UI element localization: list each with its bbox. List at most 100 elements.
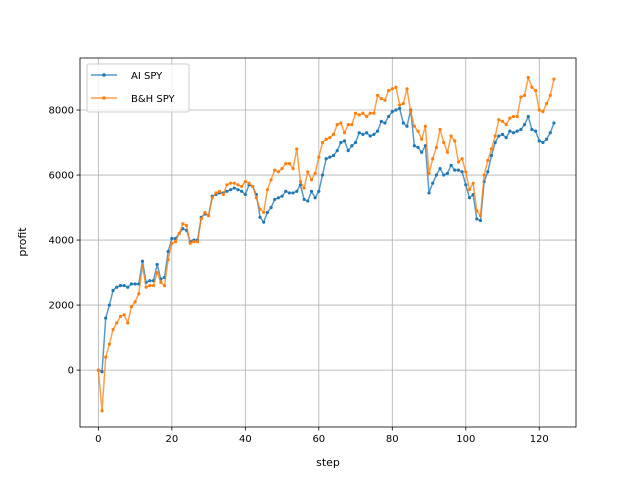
data-point-b-h-spy — [478, 214, 483, 218]
data-point-ai-spy — [383, 121, 387, 125]
data-point-b-h-spy — [199, 217, 203, 221]
data-point-b-h-spy — [309, 178, 314, 182]
data-point-ai-spy — [526, 114, 530, 119]
data-point-b-h-spy — [240, 184, 244, 189]
data-point-b-h-spy — [295, 147, 299, 151]
data-point-ai-spy — [295, 189, 299, 193]
data-point-b-h-spy — [445, 150, 450, 154]
data-point-b-h-spy — [401, 101, 405, 106]
data-point-ai-spy — [126, 285, 130, 289]
data-point-b-h-spy — [511, 114, 516, 119]
data-point-b-h-spy — [115, 321, 119, 325]
data-point-b-h-spy — [133, 300, 137, 304]
data-point-ai-spy — [368, 134, 372, 138]
data-point-ai-spy — [548, 131, 552, 135]
data-point-ai-spy — [445, 171, 450, 176]
x-tick-label: 60 — [312, 434, 325, 445]
data-point-b-h-spy — [394, 85, 398, 89]
data-point-b-h-spy — [486, 158, 490, 163]
data-point-b-h-spy — [210, 196, 214, 200]
data-point-b-h-spy — [302, 186, 306, 190]
data-point-ai-spy — [453, 168, 457, 172]
series-layer — [96, 75, 556, 413]
data-point-ai-spy — [460, 170, 464, 174]
data-point-b-h-spy — [519, 95, 523, 99]
data-point-b-h-spy — [548, 93, 552, 97]
data-point-b-h-spy — [434, 145, 438, 150]
data-point-b-h-spy — [306, 170, 310, 174]
data-point-b-h-spy — [247, 181, 251, 185]
data-point-ai-spy — [537, 139, 541, 143]
data-point-b-h-spy — [471, 181, 475, 185]
axis-ticks: 0 20 40 60 80 100 120 0 2000 4000 6000 8000 — [49, 106, 549, 445]
data-point-ai-spy — [229, 188, 233, 192]
data-point-ai-spy — [324, 157, 328, 161]
data-point-ai-spy — [122, 283, 126, 288]
data-point-b-h-spy — [262, 210, 266, 215]
data-point-ai-spy — [353, 140, 358, 145]
data-point-b-h-spy — [412, 124, 416, 128]
data-point-b-h-spy — [449, 134, 453, 138]
data-point-ai-spy — [478, 218, 483, 223]
data-point-ai-spy — [464, 183, 468, 187]
data-point-ai-spy — [350, 144, 354, 148]
data-point-ai-spy — [115, 285, 119, 289]
data-point-b-h-spy — [214, 191, 218, 195]
data-point-ai-spy — [467, 196, 472, 200]
data-point-b-h-spy — [442, 140, 446, 145]
data-point-b-h-spy — [464, 170, 468, 174]
data-point-ai-spy — [258, 215, 262, 219]
y-tick-label: 2000 — [49, 301, 74, 312]
data-point-ai-spy — [519, 127, 523, 132]
data-point-b-h-spy — [438, 127, 442, 132]
data-point-b-h-spy — [361, 111, 365, 115]
data-point-ai-spy — [291, 191, 295, 195]
data-point-b-h-spy — [126, 321, 130, 325]
data-point-b-h-spy — [148, 283, 152, 288]
data-point-b-h-spy — [453, 139, 457, 143]
data-point-ai-spy — [170, 236, 174, 241]
data-point-b-h-spy — [328, 136, 332, 140]
data-point-b-h-spy — [229, 181, 233, 185]
data-point-b-h-spy — [218, 189, 222, 193]
data-point-b-h-spy — [390, 87, 394, 91]
data-point-b-h-spy — [504, 123, 508, 127]
data-point-ai-spy — [100, 370, 104, 374]
data-point-ai-spy — [372, 132, 376, 136]
data-point-b-h-spy — [225, 183, 229, 187]
data-point-ai-spy — [155, 262, 159, 267]
data-point-b-h-spy — [416, 129, 420, 133]
data-point-ai-spy — [306, 199, 310, 203]
data-point-b-h-spy — [317, 155, 321, 159]
data-point-b-h-spy — [107, 342, 111, 346]
data-point-ai-spy — [412, 144, 416, 148]
data-point-b-h-spy — [159, 280, 163, 284]
data-point-ai-spy — [309, 189, 314, 193]
legend: AI SPY B&H SPY — [86, 63, 190, 113]
data-point-b-h-spy — [409, 110, 413, 114]
data-point-b-h-spy — [243, 179, 247, 184]
data-point-ai-spy — [232, 186, 236, 190]
legend-entry-ai-spy: AI SPY — [91, 71, 163, 82]
data-point-ai-spy — [486, 170, 490, 174]
data-point-b-h-spy — [353, 111, 358, 115]
data-point-b-h-spy — [493, 134, 497, 138]
data-point-b-h-spy — [500, 119, 505, 123]
y-tick-label: 4000 — [49, 236, 74, 247]
data-point-b-h-spy — [526, 75, 530, 80]
data-point-ai-spy — [394, 108, 398, 112]
data-point-b-h-spy — [206, 214, 211, 218]
data-point-b-h-spy — [100, 409, 104, 413]
data-point-b-h-spy — [104, 355, 108, 359]
data-point-b-h-spy — [533, 88, 538, 93]
series-b-h-spy — [96, 75, 556, 413]
series-line-b-h-spy — [97, 76, 555, 412]
data-point-ai-spy — [456, 168, 461, 172]
data-point-ai-spy — [339, 140, 343, 145]
data-point-b-h-spy — [151, 283, 156, 288]
data-point-b-h-spy — [291, 166, 295, 171]
data-point-b-h-spy — [170, 241, 174, 245]
data-point-ai-spy — [398, 106, 402, 110]
data-point-b-h-spy — [541, 110, 545, 114]
